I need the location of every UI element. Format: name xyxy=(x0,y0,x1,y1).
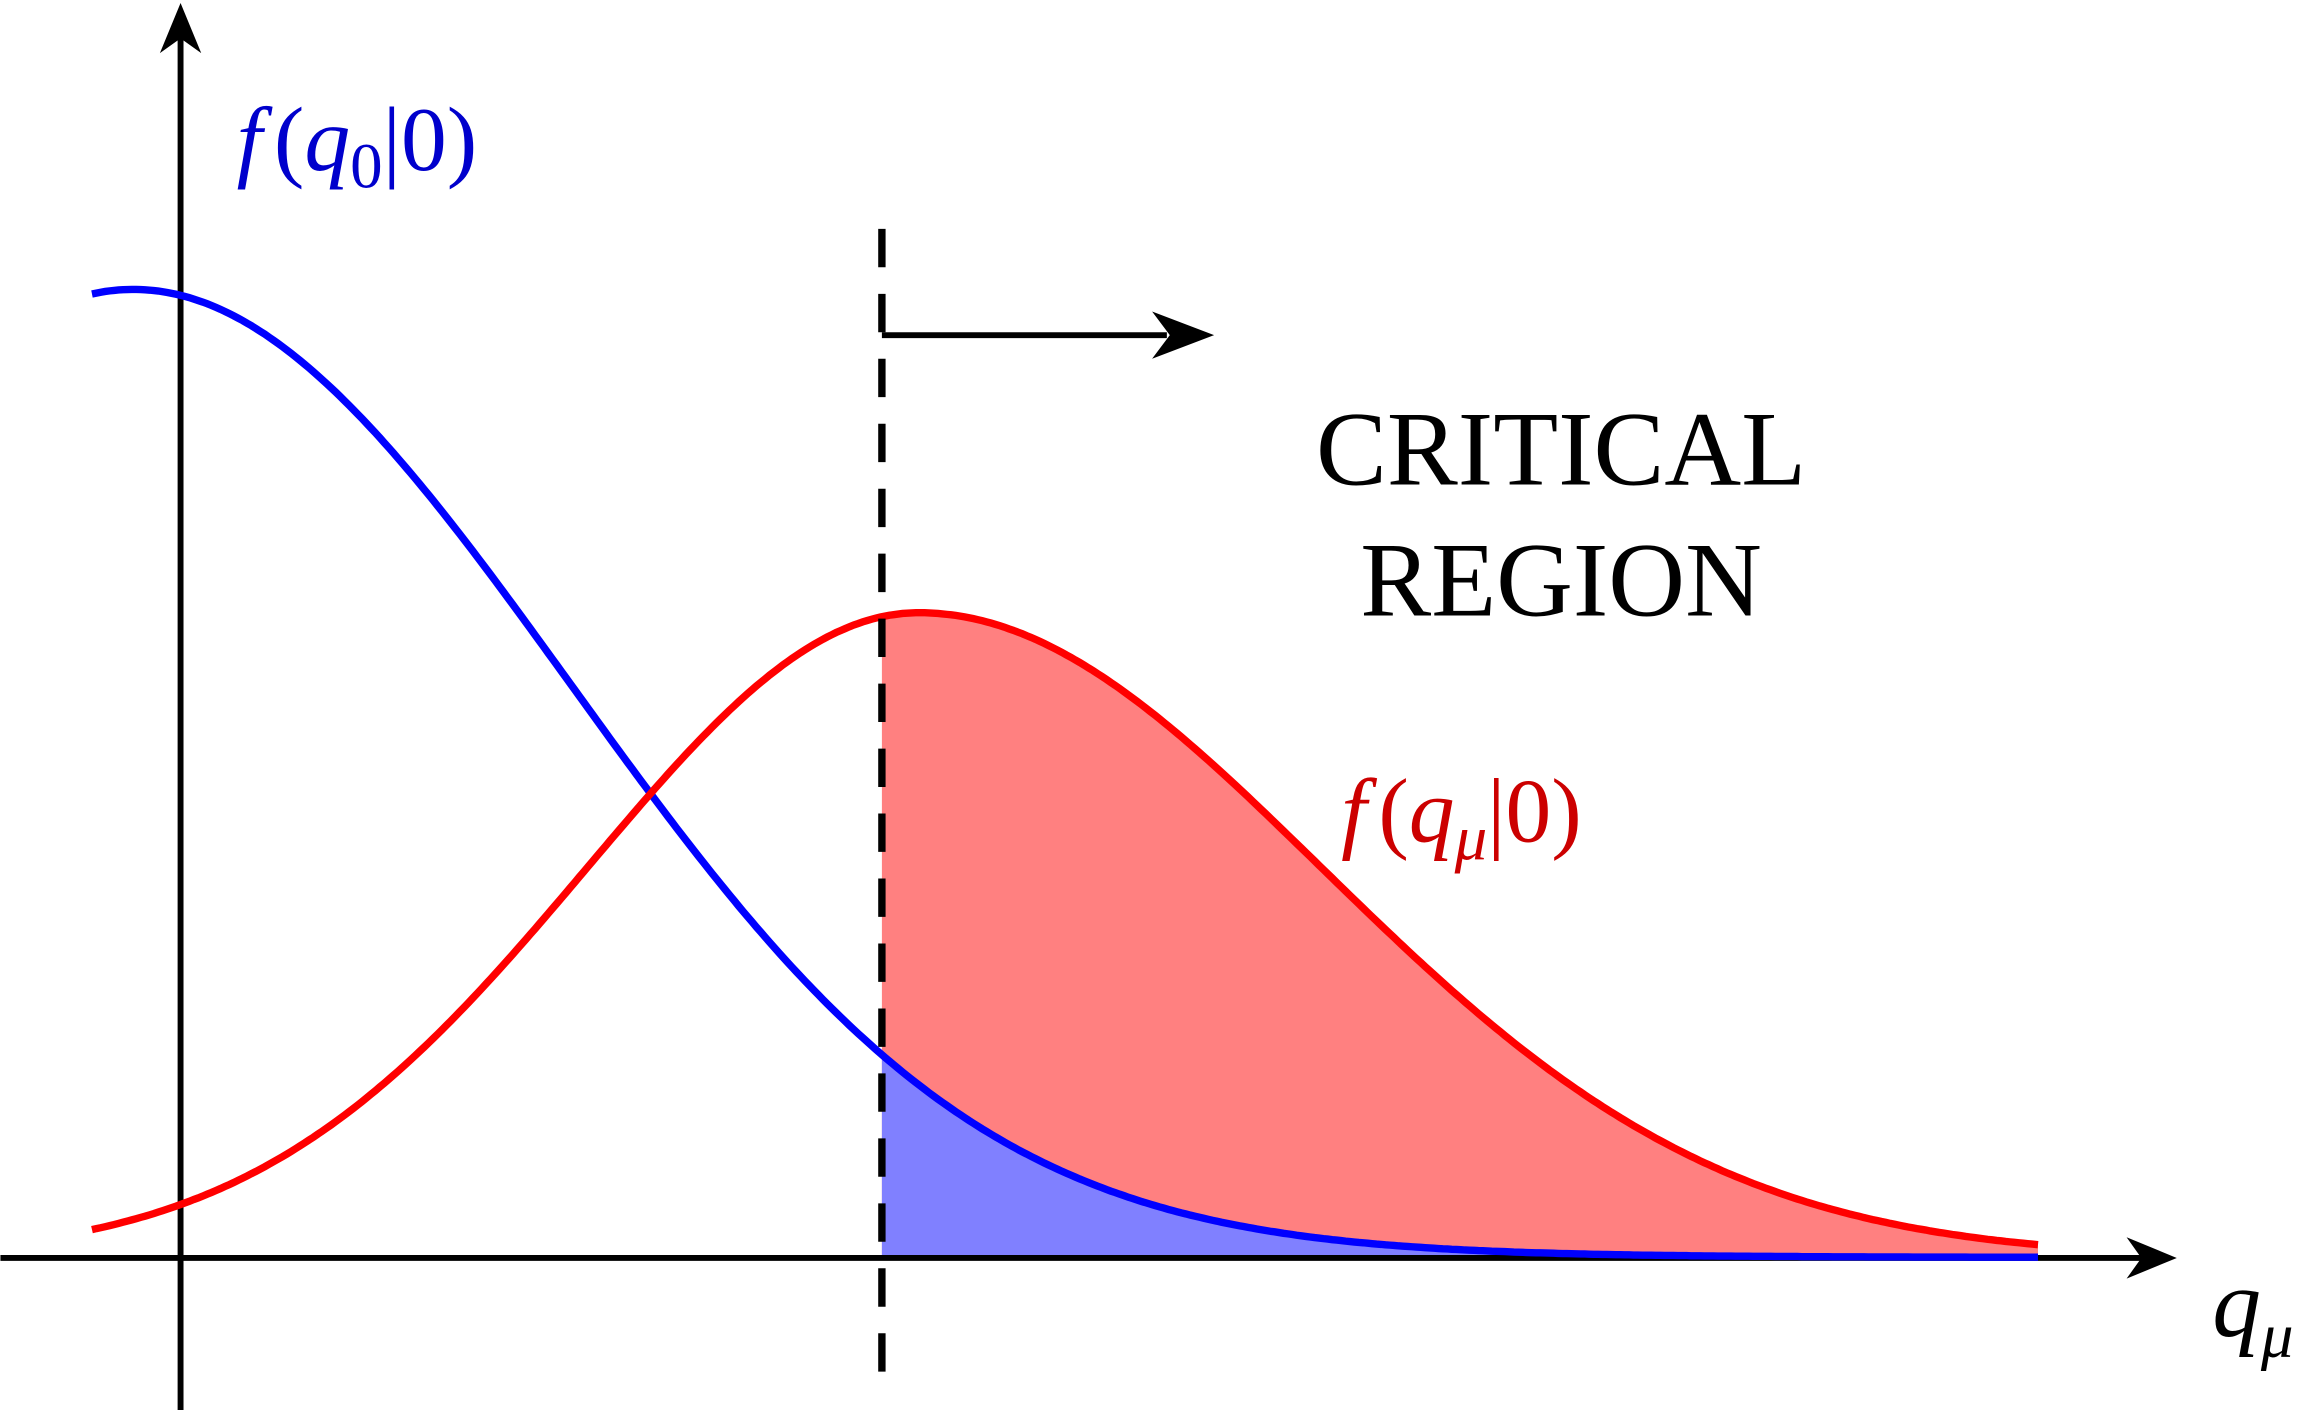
label-part: q xyxy=(1409,760,1455,862)
x-axis-arrow xyxy=(2126,1237,2177,1279)
alt-curve xyxy=(91,609,2039,1249)
blue-critical-area xyxy=(881,1054,2038,1258)
label-part: q xyxy=(2212,1250,2261,1358)
label-part: μ xyxy=(2260,1300,2294,1372)
region-label: CRITICAL xyxy=(1316,389,1806,507)
red-critical-area xyxy=(881,612,2038,1258)
label-part: ( xyxy=(274,88,304,190)
label-part: |0) xyxy=(1487,760,1582,862)
label-part: ( xyxy=(1378,760,1408,862)
null-label: f (q0|0) xyxy=(237,88,478,203)
alt-label: f (qμ|0) xyxy=(1341,760,1582,875)
region-label: REGION xyxy=(1360,521,1762,639)
label-part: f xyxy=(1341,760,1377,862)
label-part: q xyxy=(304,88,350,190)
null-curve xyxy=(91,285,2038,1261)
label-part: |0) xyxy=(383,88,478,190)
label-part: 0 xyxy=(350,131,382,203)
label-part: f xyxy=(237,88,273,190)
region-arrowhead xyxy=(1152,311,1215,359)
y-axis-arrow xyxy=(159,2,202,54)
label-part: μ xyxy=(1454,802,1488,874)
x-axis-label: qμ xyxy=(2212,1250,2293,1372)
